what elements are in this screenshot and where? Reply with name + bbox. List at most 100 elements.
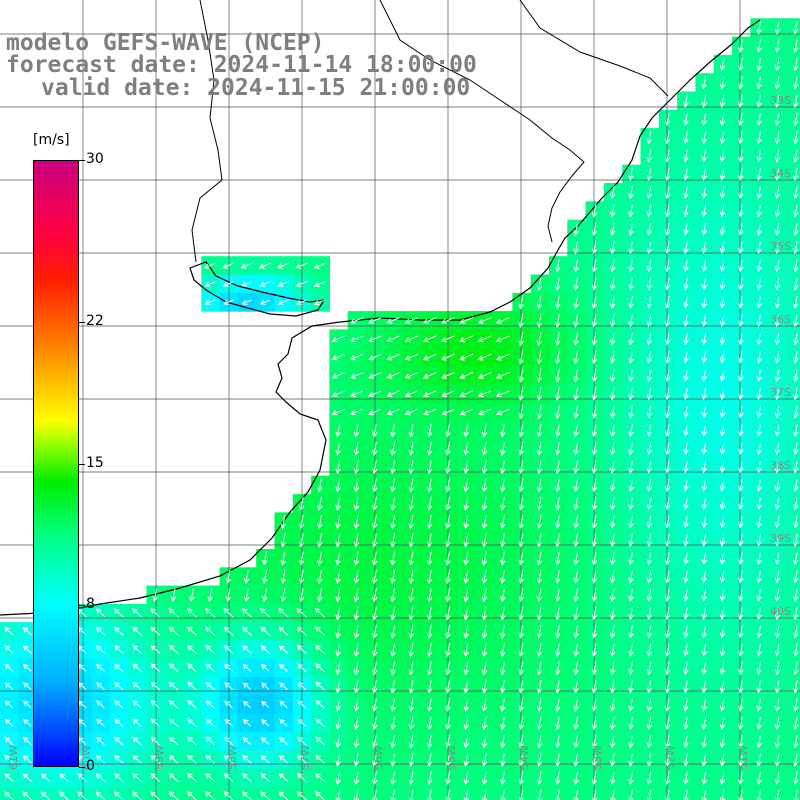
wind-arrow [792,497,799,511]
wind-arrow [518,295,524,310]
wind-arrow [719,277,726,291]
wind-arrow [477,335,492,343]
wind-arrow [646,680,653,694]
wind-arrow [500,441,506,456]
wind-arrow [225,588,232,603]
wind-arrow [683,771,689,785]
wind-arrow [463,423,470,438]
wind-arrow [536,368,543,383]
wind-arrow [445,533,451,548]
wind-arrow [683,661,689,675]
wind-arrow [500,679,506,694]
wind-arrow [481,606,488,621]
wind-arrow [646,167,653,181]
wind-speed-cell [786,494,800,513]
wind-arrow [390,734,396,749]
wind-arrow [591,240,598,255]
wind-arrow [445,588,451,603]
wind-arrow [259,299,271,305]
wind-arrow [646,716,653,731]
wind-arrow [536,624,543,639]
wind-arrow [573,661,579,676]
wind-arrow [756,241,762,254]
wind-arrow [683,607,689,620]
wind-arrow [701,570,708,584]
wind-arrow [113,791,124,800]
wind-arrow [609,204,616,218]
wind-arrow [683,222,689,236]
border-inland [191,0,223,263]
wind-arrow [132,700,142,709]
wind-arrow [368,317,382,324]
wind-arrow [205,626,216,636]
wind-arrow [242,682,251,690]
wind-arrow [241,608,253,618]
wind-arrow [609,551,616,566]
wind-arrow [408,734,415,749]
wind-arrow [792,332,799,346]
wind-arrow [738,625,744,639]
wind-arrow [683,680,689,694]
wind-speed-cell [786,622,800,642]
colorbar-unit: [m/s] [33,132,70,148]
wind-arrow [459,390,474,398]
wind-arrow [554,386,561,401]
wind-arrow [573,606,579,621]
wind-arrow [313,299,327,306]
wind-arrow [96,700,105,709]
wind-arrow [738,661,744,675]
wind-speed-cell [786,732,800,751]
wind-arrow [609,314,616,328]
wind-arrow [646,552,653,566]
wind-arrow [683,716,689,730]
wind-arrow [95,736,105,746]
wind-arrow [701,643,707,657]
wind-arrow [404,317,419,324]
wind-arrow [554,478,561,493]
wind-arrow [774,680,781,694]
wind-arrow [774,515,781,529]
wind-arrow [756,94,762,108]
wind-arrow [591,332,598,346]
wind-arrow [4,773,14,783]
wind-arrow [573,460,579,474]
wind-arrow [792,259,799,273]
wind-arrow [719,515,726,529]
wind-arrow [774,771,781,785]
wind-arrow [646,149,653,163]
wind-arrow [481,514,488,530]
wind-arrow [500,496,506,511]
wind-arrow [591,478,598,493]
wind-arrow [774,734,781,749]
wind-arrow [187,736,197,746]
wind-arrow [591,460,598,474]
wind-arrow [609,442,616,456]
wind-arrow [371,734,378,749]
wind-speed-cell [786,73,800,93]
wind-arrow [4,682,14,691]
wind-arrow [317,533,323,548]
wind-arrow [609,387,616,401]
wind-arrow [536,533,543,548]
wind-arrow [314,607,326,618]
wind-arrow [168,772,179,783]
wind-arrow [738,607,744,620]
wind-arrow [591,625,598,639]
wind-arrow [701,131,707,145]
wind-arrow [756,552,762,565]
wind-arrow [223,736,234,746]
wind-arrow [371,588,378,603]
wind-arrow [719,149,726,163]
wind-arrow [390,624,396,639]
wind-arrow [738,351,744,364]
wind-arrow [664,643,671,657]
wind-arrow [296,626,307,636]
wind-arrow [738,552,744,565]
wind-arrow [738,643,744,657]
wind-arrow [518,496,524,511]
wind-arrow [683,332,689,346]
wind-arrow [554,460,561,474]
wind-arrow [664,460,671,474]
wind-arrow [536,734,543,749]
wind-arrow [481,551,488,566]
